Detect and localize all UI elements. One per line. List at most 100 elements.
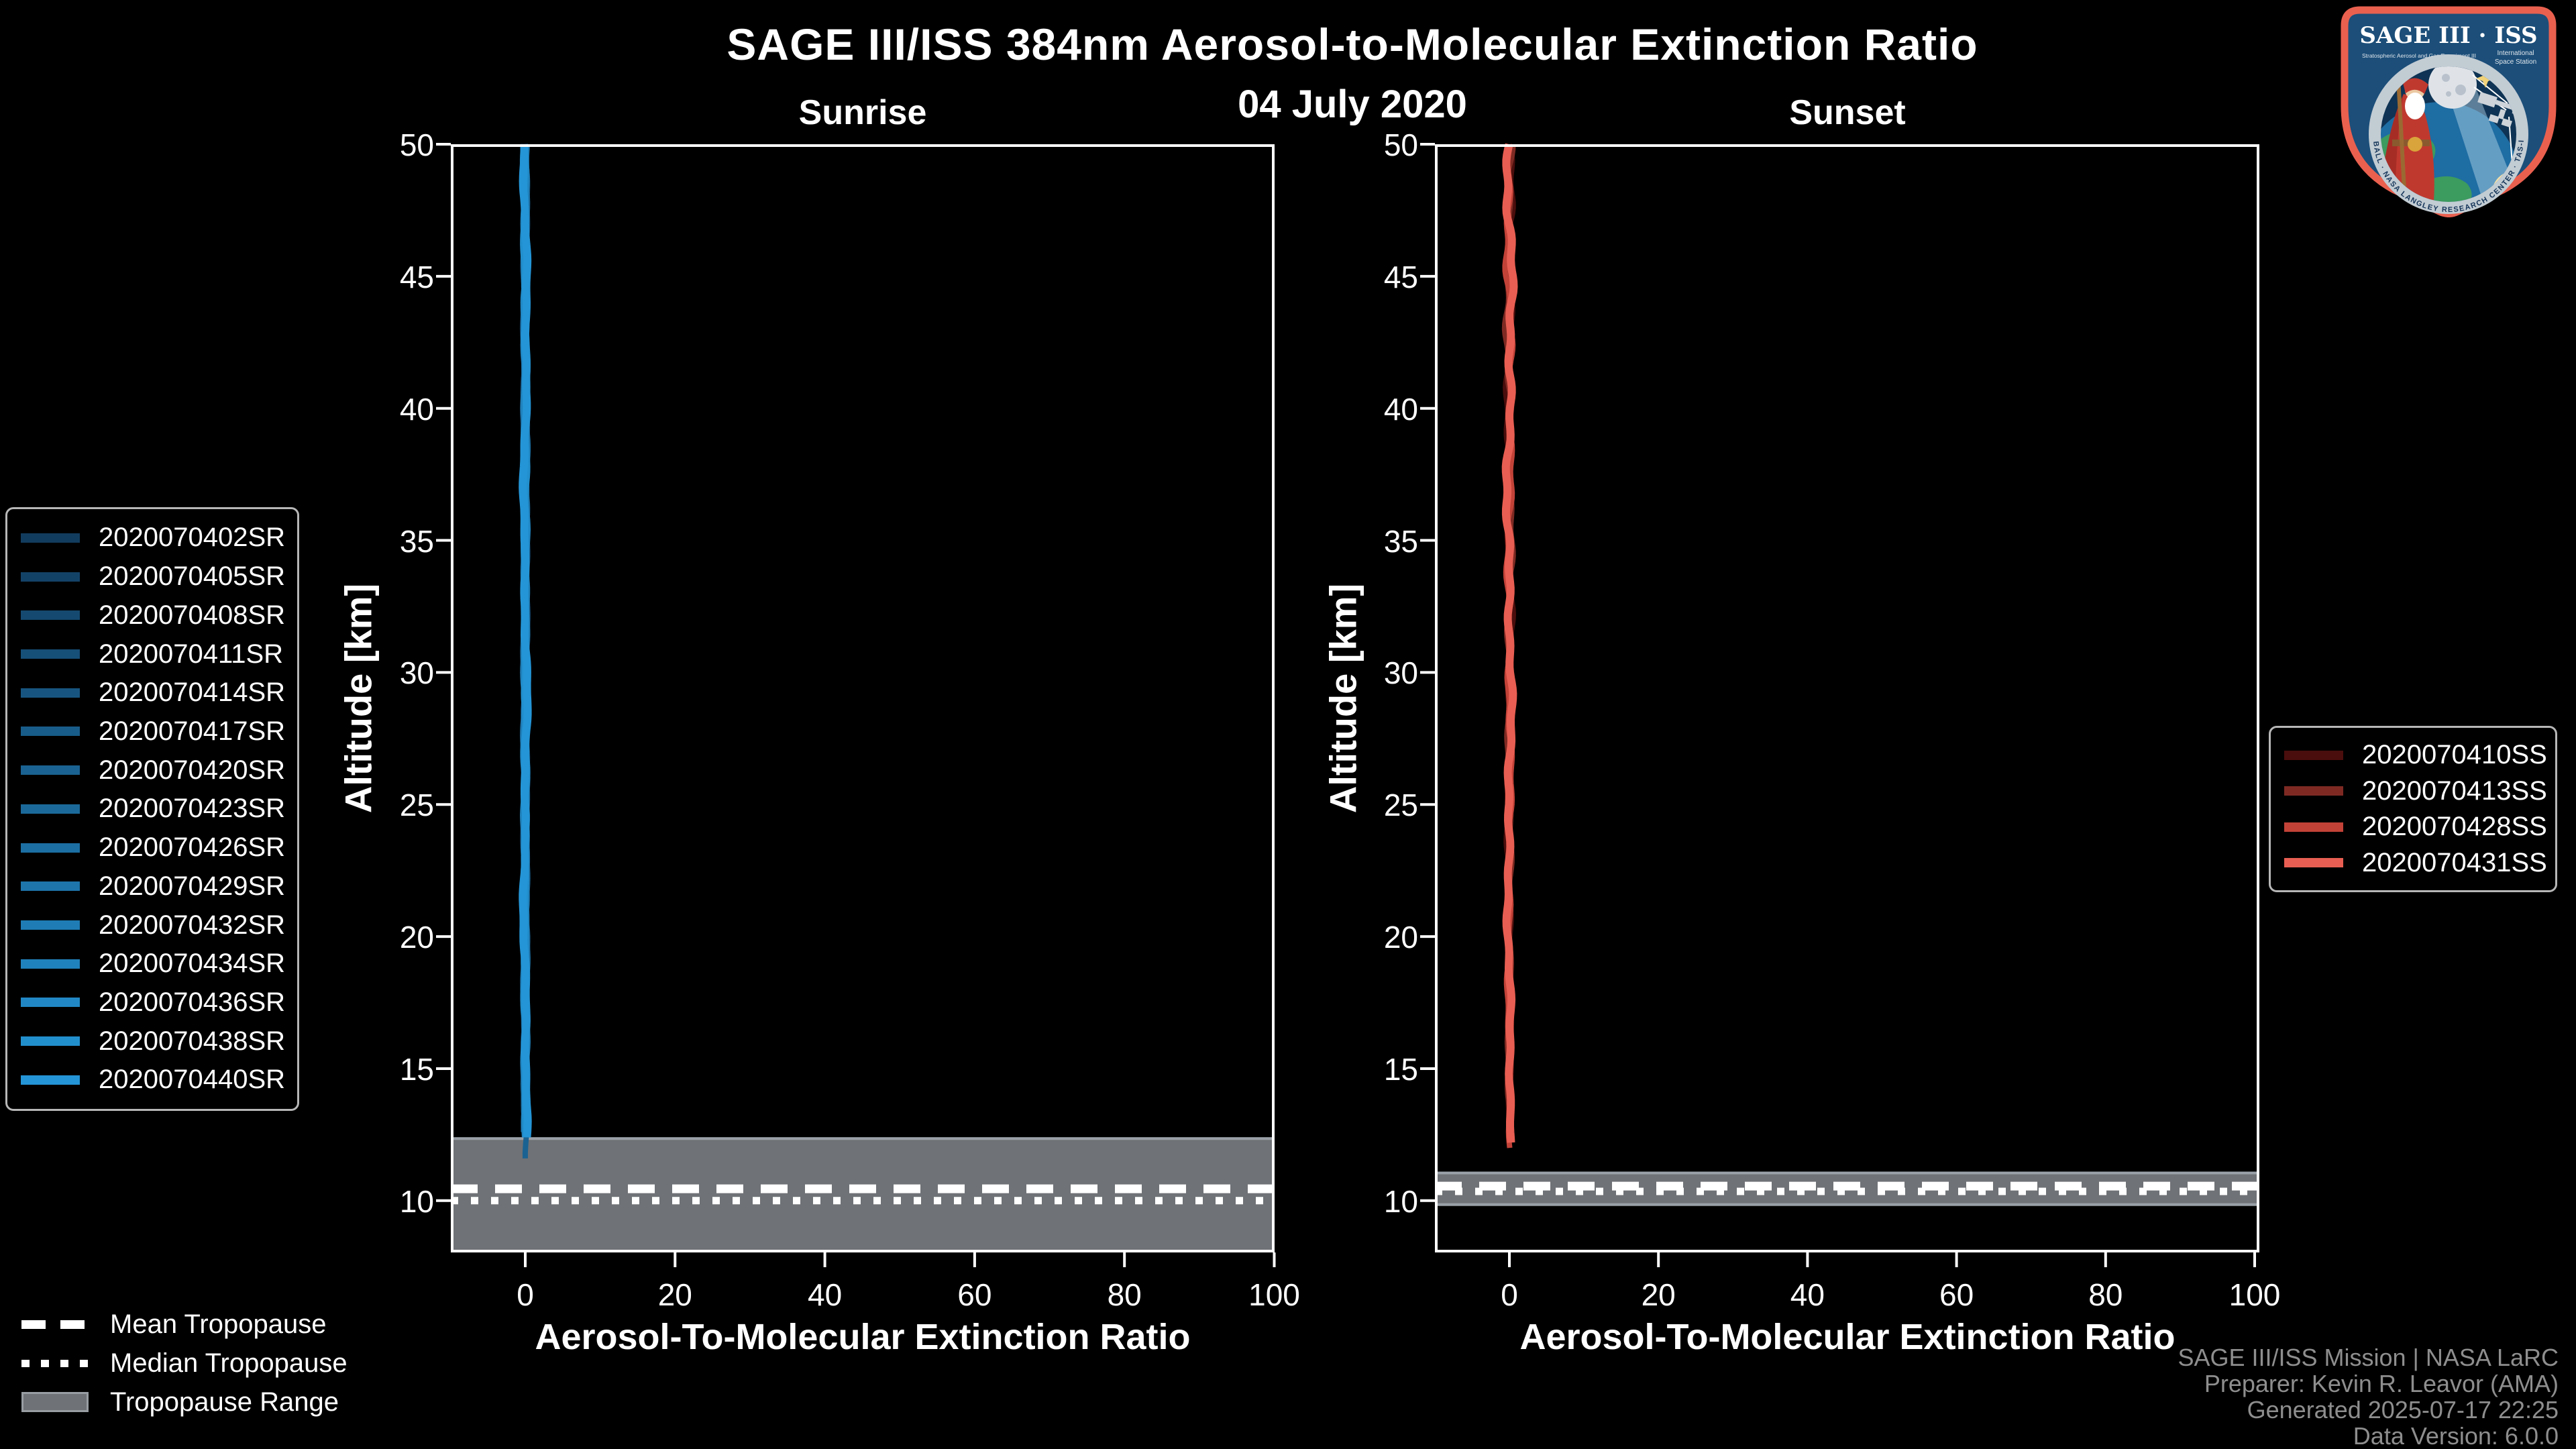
legend-line-swatch: [21, 998, 80, 1008]
legend-line-swatch: [21, 843, 80, 853]
x-tick-label: 0: [517, 1277, 534, 1312]
legend-event-label: 2020070426SR: [99, 833, 286, 863]
legend-line-swatch: [21, 688, 80, 698]
legend-line-swatch: [21, 959, 80, 969]
legend-item: 2020070432SR: [14, 910, 290, 941]
y-tick-label: 40: [399, 391, 434, 427]
tropopause-range-legend-item: Tropopause Range: [21, 1386, 347, 1418]
legend-event-label: 2020070434SR: [99, 949, 286, 979]
logo-ring: [2369, 54, 2528, 214]
legend-item: 2020070428SS: [2277, 812, 2548, 842]
legend-event-label: 2020070411SR: [99, 639, 284, 669]
legend-event-label: 2020070414SR: [99, 678, 286, 708]
y-tick-label: 10: [399, 1183, 434, 1219]
x-tick-label: 20: [1641, 1277, 1676, 1312]
y-tick-label: 35: [1383, 523, 1418, 559]
legend-event-label: 2020070423SR: [99, 794, 286, 824]
legend-item: 2020070402SR: [14, 523, 290, 553]
sunrise-legend: 2020070402SR 2020070405SR 2020070408SR 2020…: [5, 507, 299, 1111]
legend-line-swatch: [2284, 750, 2343, 760]
mean-tropopause-dashed-swatch: [21, 1320, 89, 1329]
x-tick-label: 40: [1790, 1277, 1825, 1312]
legend-event-label: 2020070436SR: [99, 987, 286, 1017]
x-tick-label: 60: [1939, 1277, 1974, 1312]
y-tick-label: 45: [399, 259, 434, 294]
logo-moon: [2428, 66, 2477, 109]
mean-tropopause-label: Mean Tropopause: [110, 1309, 327, 1339]
y-tick-label: 15: [1383, 1051, 1418, 1087]
x-tick-label: 40: [808, 1277, 843, 1312]
legend-line-swatch: [21, 804, 80, 814]
x-tick-label: 100: [1248, 1277, 1300, 1312]
legend-item: 2020070436SR: [14, 987, 290, 1018]
legend-item: 2020070423SR: [14, 794, 290, 824]
y-tick-label: 35: [399, 523, 434, 559]
legend-item: 2020070431SS: [2277, 848, 2548, 878]
legend-item: 2020070405SR: [14, 561, 290, 592]
legend-event-label: 2020070405SR: [99, 561, 286, 592]
logo-star: [2476, 69, 2495, 88]
y-tick-label: 25: [399, 788, 434, 823]
logo-iss: [2477, 91, 2516, 128]
footer-mission: SAGE III/ISS Mission | NASA LaRC: [2178, 1344, 2559, 1371]
sunrise-xaxis-label: Aerosol-To-Molecular Extinction Ratio: [535, 1317, 1191, 1357]
legend-line-swatch: [21, 533, 80, 543]
legend-item: 2020070420SR: [14, 755, 290, 786]
legend-line-swatch: [21, 765, 80, 775]
mean-tropopause-legend-item: Mean Tropopause: [21, 1308, 347, 1340]
legend-item: 2020070434SR: [14, 949, 290, 979]
legend-line-swatch: [21, 727, 80, 737]
sunset-xaxis-label: Aerosol-To-Molecular Extinction Ratio: [1519, 1317, 2176, 1357]
median-tropopause-legend-item: Median Tropopause: [21, 1347, 347, 1379]
x-tick-label: 80: [2088, 1277, 2123, 1312]
legend-event-label: 2020070428SS: [2362, 812, 2547, 842]
legend-line-swatch: [21, 572, 80, 582]
sage-iss-logo: SAGE III · ISS Stratospheric Aerosol and…: [2340, 5, 2557, 217]
logo-title: SAGE III · ISS: [2359, 22, 2537, 49]
legend-event-label: 2020070438SR: [99, 1026, 286, 1056]
profile-line: [1501, 143, 1518, 1143]
legend-line-swatch: [21, 1075, 80, 1085]
plot-frame: [451, 144, 1275, 1252]
legend-event-label: 2020070402SR: [99, 523, 286, 553]
legend-event-label: 2020070432SR: [99, 910, 286, 940]
x-tick-label: 20: [657, 1277, 692, 1312]
median-tropopause-label: Median Tropopause: [110, 1348, 347, 1378]
y-tick-label: 30: [1383, 655, 1418, 691]
legend-item: 2020070429SR: [14, 871, 290, 902]
logo-subtitle-left: Stratospheric Aerosol and Gas Experiment…: [2362, 52, 2476, 59]
footer-data-version: Data Version: 6.0.0: [2353, 1422, 2559, 1449]
legend-event-label: 2020070410SS: [2362, 740, 2547, 770]
legend-item: 2020070417SR: [14, 716, 290, 747]
sunset-plot: [1420, 143, 2259, 1267]
legend-line-swatch: [2284, 786, 2343, 796]
sunset-panel-title: Sunset: [1789, 93, 1906, 132]
y-tick-label: 40: [1383, 391, 1418, 427]
y-tick-label: 30: [399, 655, 434, 691]
logo-sage-figure: [2382, 66, 2434, 202]
legend-item: 2020070414SR: [14, 678, 290, 708]
legend-line-swatch: [21, 920, 80, 930]
footer-preparer: Preparer: Kevin R. Leavor (AMA): [2204, 1370, 2559, 1397]
plot-frame: [1435, 144, 2259, 1252]
figure-title: SAGE III/ISS 384nm Aerosol-to-Molecular …: [727, 19, 1978, 69]
legend-item: 2020070411SR: [14, 639, 290, 669]
legend-item: 2020070408SR: [14, 600, 290, 631]
tropopause-range-label: Tropopause Range: [110, 1387, 339, 1417]
logo-subtitle-right-2: Space Station: [2495, 58, 2536, 66]
sunset-legend: 2020070410SS 2020070413SS 2020070428SS 2020…: [2269, 726, 2557, 892]
sunset-yaxis-label: Altitude [km]: [1322, 583, 1364, 814]
logo-subtitle-right-1: International: [2497, 50, 2534, 57]
footer-generated: Generated 2025-07-17 22:25: [2247, 1396, 2559, 1424]
legend-event-label: 2020070420SR: [99, 755, 286, 785]
legend-event-label: 2020070408SR: [99, 600, 286, 630]
median-tropopause-dotted-swatch: [21, 1359, 89, 1367]
legend-item: 2020070413SS: [2277, 776, 2548, 806]
figure-date: 04 July 2020: [1238, 83, 1467, 126]
legend-event-label: 2020070413SS: [2362, 775, 2547, 806]
legend-event-label: 2020070417SR: [99, 716, 286, 746]
y-tick-label: 10: [1383, 1183, 1418, 1219]
y-tick-label: 45: [1383, 259, 1418, 294]
legend-item: 2020070440SR: [14, 1065, 290, 1095]
